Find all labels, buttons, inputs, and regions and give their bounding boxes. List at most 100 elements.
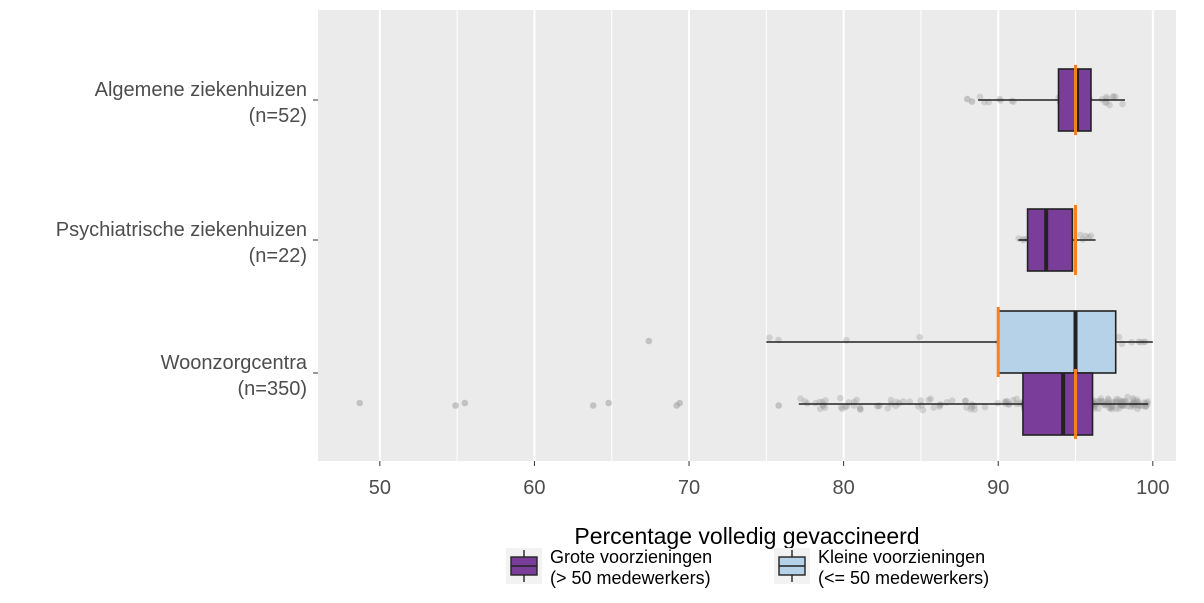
data-point [976,93,984,101]
data-point [948,397,956,404]
y-axis: Algemene ziekenhuizen (n=52) Psychiatrisch… [56,79,318,400]
data-point [899,398,907,405]
data-point [1085,233,1093,241]
data-point [1106,101,1113,109]
data-point [1093,398,1101,405]
box [1026,208,1074,272]
data-point [1082,232,1089,240]
data-point [1127,403,1134,410]
data-point [1099,398,1106,405]
data-point [1118,398,1125,405]
data-point [1121,397,1128,405]
category-n-label: (n=350) [238,378,308,400]
data-point [1124,393,1131,401]
x-tick-label: 90 [987,477,1009,499]
data-point [887,396,895,404]
box [1022,372,1094,436]
data-point [856,405,864,413]
data-point [917,397,924,404]
data-point [857,406,864,413]
legend-sublabel: (> 50 medewerkers) [550,568,711,588]
x-tick-label: 100 [1136,477,1169,499]
legend-item: Kleine voorzieningen(<= 50 medewerkers) [774,547,989,588]
data-point [856,404,864,411]
legend: Grote voorzieningen(> 50 medewerkers) Kle… [506,547,989,588]
data-point [1107,404,1114,412]
data-point [822,397,829,404]
data-point [839,405,846,412]
data-point [842,403,849,411]
outlier-point [589,402,597,409]
data-point [1077,231,1084,239]
x-tick-label: 80 [832,477,854,499]
data-point [967,406,974,413]
data-point [927,395,935,403]
data-point [962,397,969,405]
data-point [994,399,1002,407]
data-point [1009,396,1017,404]
x-tick-label: 50 [369,477,391,499]
data-point [1101,99,1109,106]
data-point [1144,398,1151,405]
data-point [766,334,773,341]
data-point [996,95,1003,103]
data-point [1115,396,1123,404]
data-point [853,396,860,404]
data-point [1133,396,1141,403]
category-n-label: (n=52) [249,105,307,127]
legend-sublabel: (<= 50 medewerkers) [818,568,989,588]
outlier-point [676,399,684,407]
data-point [1115,405,1123,412]
data-point [1110,94,1117,101]
category-n-label: (n=22) [249,245,307,267]
data-point [837,403,845,411]
outlier-point [356,399,364,407]
outlier-point [452,402,459,409]
data-point [797,395,804,402]
data-point [916,333,923,341]
x-tick-label: 70 [678,477,700,499]
data-point [1107,403,1115,410]
data-point [919,406,927,414]
data-point [1109,403,1117,411]
data-point [962,397,969,405]
data-point [1105,396,1112,404]
data-point [1112,93,1119,101]
data-point [1130,396,1137,404]
data-point [1013,395,1021,403]
data-point [981,403,989,411]
data-point [1130,403,1137,410]
data-point [1087,232,1095,240]
outlier-point [605,399,612,407]
data-point [1119,100,1126,108]
data-point [1095,397,1102,405]
data-point [1097,395,1105,403]
data-point [884,404,891,412]
data-point [1129,395,1137,402]
data-point [1097,398,1105,405]
data-point [925,396,933,404]
data-point [1142,403,1150,410]
legend-item: Grote voorzieningen(> 50 medewerkers) [506,547,712,588]
data-point [837,394,844,402]
data-point [821,404,829,411]
x-tick-label: 60 [523,477,545,499]
data-point [930,404,938,411]
data-point [1113,395,1120,403]
x-axis: 50 60 70 80 90 100 [369,461,1169,499]
box-plots [766,65,1153,439]
data-point [968,403,975,411]
legend-label: Kleine voorzieningen [818,547,985,567]
outlier-point [968,98,976,105]
data-point [816,405,824,413]
data-point [1134,405,1141,413]
box [997,310,1117,374]
data-point [1115,333,1123,341]
outlier-point [461,399,469,407]
category-label: Psychiatrische ziekenhuizen [56,219,307,241]
outlier-point [775,402,782,409]
data-point [801,398,809,405]
data-point [1122,397,1129,405]
data-point [1112,405,1120,413]
